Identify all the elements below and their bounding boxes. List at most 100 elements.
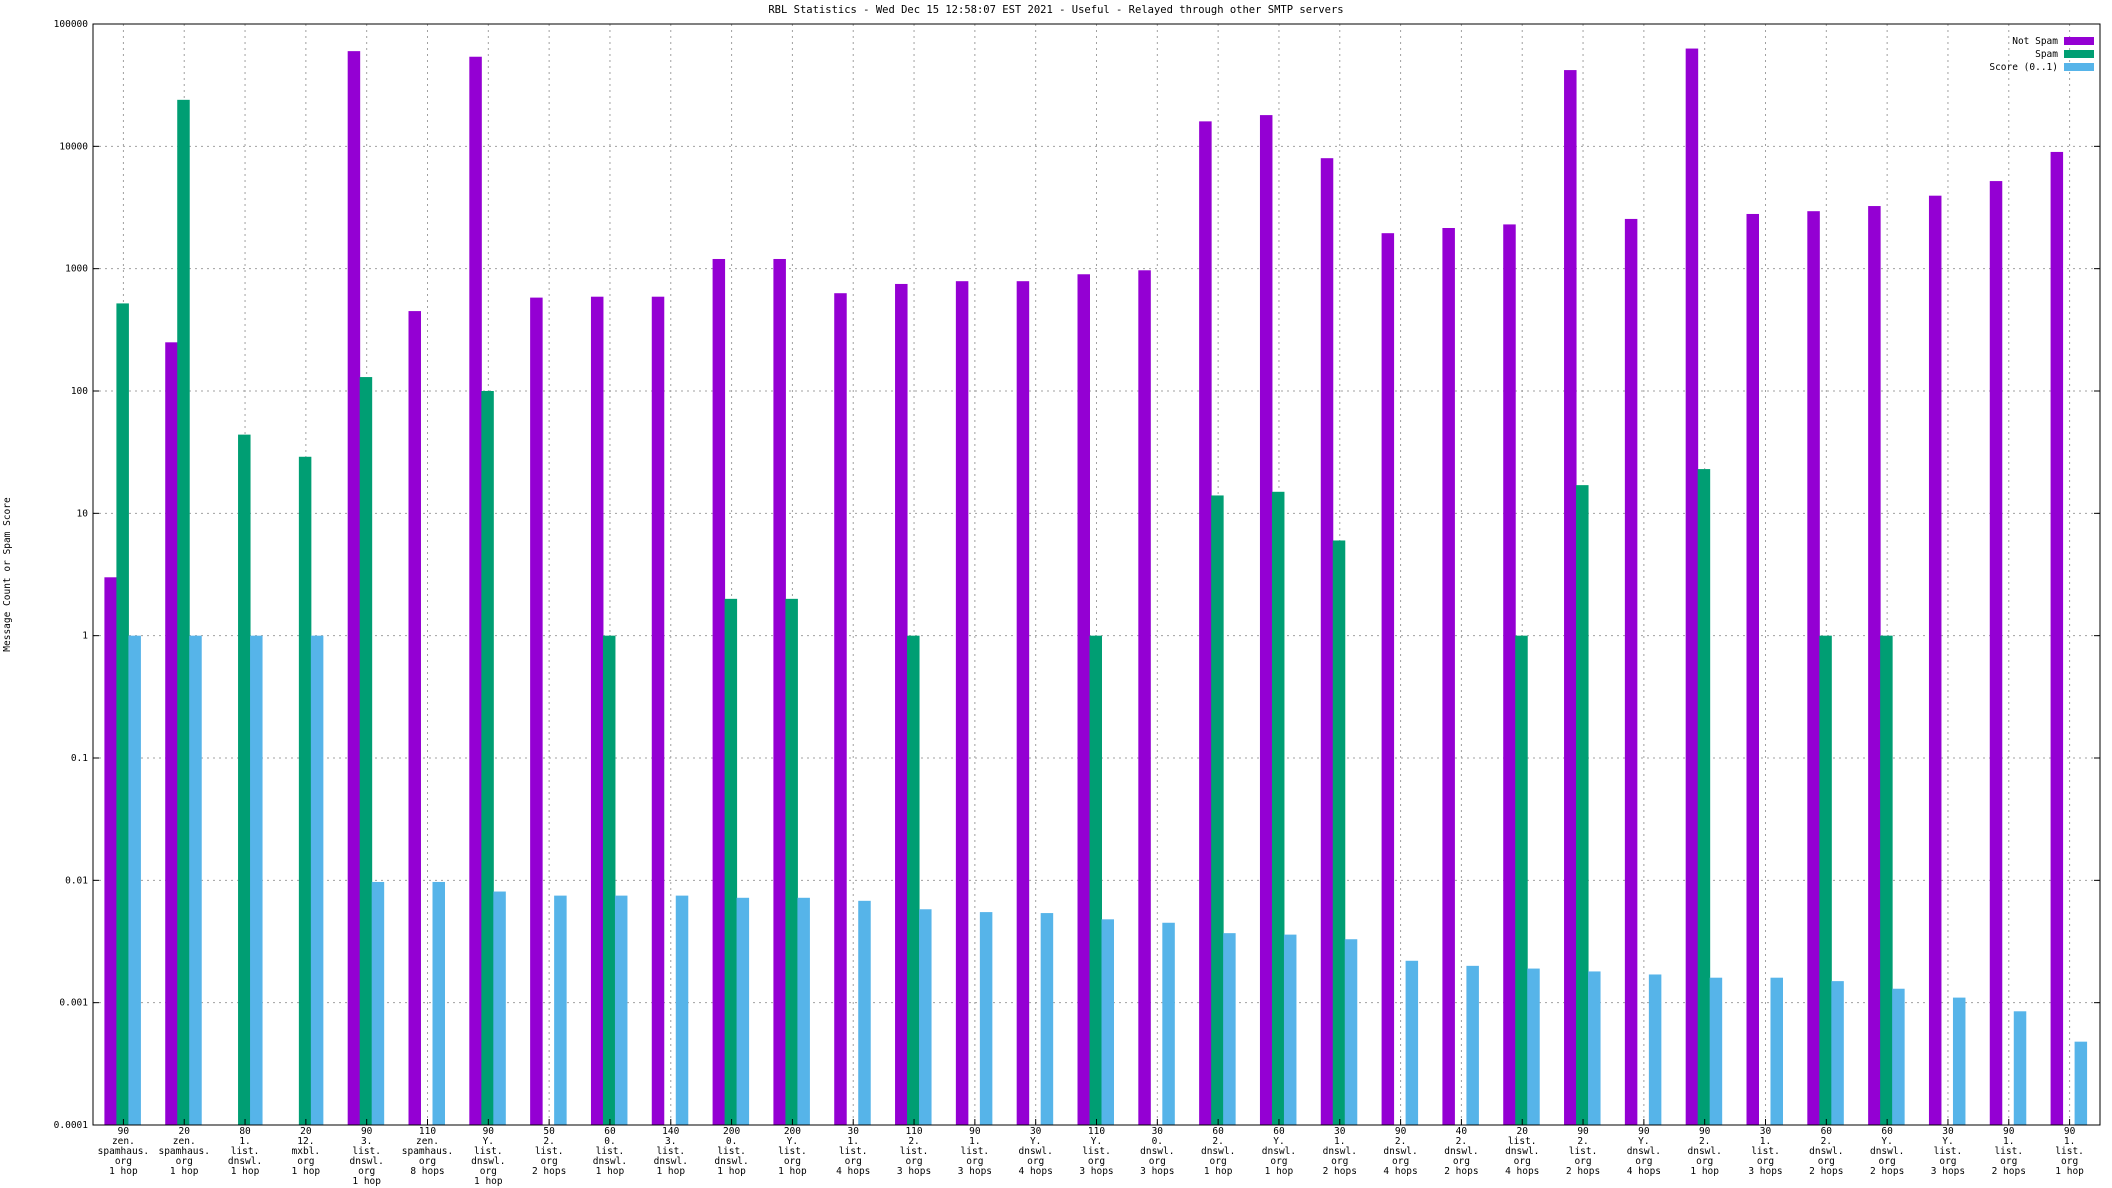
x-tick-label-line: spamhaus. (158, 1146, 209, 1157)
x-tick-label-line: org (1757, 1156, 1774, 1167)
x-tick-label: 20 list. dnswl. org 4 hops (1505, 1126, 1539, 1177)
y-axis-label: Message Count or Spam Score (2, 497, 13, 652)
x-tick-label-line: 1 hop (292, 1166, 321, 1177)
x-tick-label-line: list. (656, 1146, 685, 1157)
bar-spam (238, 434, 251, 1125)
x-tick-label-line: 1 hop (1265, 1166, 1294, 1177)
bar-not-spam (408, 311, 421, 1125)
bar-score-0-1 (1648, 974, 1662, 1125)
x-tick-label-line: 1. (1760, 1136, 1771, 1147)
x-tick-label-line: dnswl. (1140, 1146, 1174, 1157)
x-tick-label-line: org (358, 1166, 375, 1177)
bar-spam (1576, 485, 1589, 1126)
x-tick-label-line: 90 (1577, 1126, 1589, 1137)
x-tick-label-line: org (845, 1156, 862, 1167)
y-tick-label: 1000 (65, 264, 88, 275)
x-tick-label-line: list. (1934, 1146, 1963, 1157)
x-tick-label-line: 2 hops (1566, 1166, 1600, 1177)
x-tick-label-line: 0. (1152, 1136, 1163, 1147)
x-tick-label: 60 2. dnswl. org 2 hops (1809, 1126, 1843, 1177)
x-tick-label-line: 1 hop (656, 1166, 685, 1177)
x-tick-label-line: org (1392, 1156, 1409, 1167)
x-tick-label-line: 2. (1395, 1136, 1406, 1147)
x-tick-label-line: 1 hop (109, 1166, 138, 1177)
x-tick-label-line: 4 hops (836, 1166, 870, 1177)
x-tick-label-line: dnswl. (714, 1156, 748, 1167)
x-tick-label-line: zen. (416, 1136, 439, 1147)
x-tick-label-line: org (1088, 1156, 1105, 1167)
bar-score-0-1 (2013, 1011, 2027, 1125)
bar-spam (116, 303, 129, 1125)
bar-not-spam (1016, 281, 1030, 1125)
x-tick-label-line: 2. (1456, 1136, 1467, 1147)
bar-spam (1089, 635, 1102, 1125)
x-tick-label: 90 Y. dnswl. org 4 hops (1627, 1126, 1661, 1177)
x-tick-label-line: 4 hops (1019, 1166, 1053, 1177)
bar-score-0-1 (797, 897, 810, 1125)
bar-not-spam (347, 51, 361, 1125)
x-tick-label-line: org (905, 1156, 922, 1167)
x-tick-label-line: dnswl. (1627, 1146, 1661, 1157)
bar-score-0-1 (1283, 934, 1297, 1125)
bar-spam (602, 635, 616, 1125)
x-tick-label-line: 2. (1821, 1136, 1832, 1147)
bar-score-0-1 (1588, 971, 1601, 1125)
x-tick-label-line: 3 hops (1931, 1166, 1965, 1177)
x-tick-label-line: dnswl. (1383, 1146, 1417, 1157)
x-tick-label-line: org (541, 1156, 558, 1167)
x-tick-label-line: 1. (239, 1136, 250, 1147)
bar-not-spam (1381, 233, 1395, 1125)
x-tick-label-line: Y. (1638, 1136, 1649, 1147)
x-tick-label: 50 2. list. org 2 hops (532, 1126, 566, 1177)
x-tick-label-line: zen. (112, 1136, 135, 1147)
legend-label: Not Spam (2012, 36, 2058, 47)
bar-not-spam (590, 296, 604, 1125)
bar-score-0-1 (1709, 977, 1723, 1125)
x-tick-label-line: 60 (1273, 1126, 1285, 1137)
x-tick-label-line: 1 hop (1690, 1166, 1719, 1177)
bars (104, 48, 2088, 1126)
x-tick-label-line: dnswl. (1323, 1146, 1357, 1157)
bar-not-spam (2050, 151, 2064, 1125)
x-tick-label-line: 20 (1517, 1126, 1529, 1137)
bar-not-spam (469, 56, 482, 1125)
bar-score-0-1 (1770, 977, 1783, 1125)
x-tick-label-line: 110 (419, 1126, 436, 1137)
bar-spam (177, 99, 190, 1126)
x-tick-label: 90 1. list. org 1 hop (2055, 1126, 2084, 1177)
x-tick-label-line: 60 (1881, 1126, 1893, 1137)
x-tick-label: 110 2. list. org 3 hops (897, 1126, 931, 1177)
x-tick-label-line: 2. (543, 1136, 554, 1147)
x-tick-label: 60 Y. dnswl. org 1 hop (1262, 1126, 1296, 1177)
x-tick-label-line: 1 hop (778, 1166, 807, 1177)
x-tick-label-line: dnswl. (1505, 1146, 1539, 1157)
bar-score-0-1 (1101, 919, 1114, 1125)
x-tick-label: 110 Y. list. org 3 hops (1079, 1126, 1113, 1177)
x-tick-label-line: 90 (2003, 1126, 2015, 1137)
x-tick-label-line: list. (1508, 1136, 1537, 1147)
x-tick-label: 30 Y. dnswl. org 4 hops (1019, 1126, 1053, 1177)
x-tick-label-line: 2. (1212, 1136, 1223, 1147)
x-tick-label-line: 3 hops (1140, 1166, 1174, 1177)
bar-not-spam (1564, 70, 1577, 1126)
x-tick-label-line: 2 hops (1870, 1166, 1904, 1177)
bar-not-spam (104, 577, 117, 1125)
x-tick-label-line: 2. (1699, 1136, 1710, 1147)
x-tick-label-line: 3 hops (1079, 1166, 1113, 1177)
bar-spam (1515, 635, 1528, 1125)
x-tick-label-line: 1 hop (596, 1166, 625, 1177)
bar-not-spam (1320, 158, 1334, 1125)
x-tick-label-line: Y. (1942, 1136, 1953, 1147)
x-tick-label: 80 1. list. dnswl. 1 hop (228, 1126, 262, 1177)
legend-label: Score (0..1) (1989, 62, 2058, 73)
legend: Not Spam Spam Score (0..1) (1989, 36, 2094, 73)
bar-score-0-1 (1405, 960, 1419, 1125)
bar-not-spam (165, 342, 178, 1125)
x-tick-label-line: list. (1082, 1146, 1111, 1157)
x-tick-label: 90 2. list. org 2 hops (1566, 1126, 1600, 1177)
x-tick-label-line: Y. (483, 1136, 494, 1147)
x-tick-label-line: list. (231, 1146, 260, 1157)
x-tick-label-line: 2 hops (1809, 1166, 1843, 1177)
bar-score-0-1 (614, 895, 628, 1125)
